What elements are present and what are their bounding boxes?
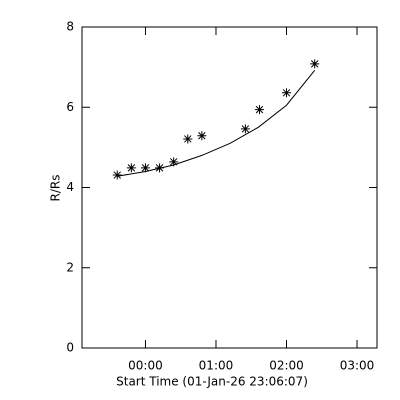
data-point (254, 105, 264, 115)
y-tick-label: 0 (66, 341, 74, 355)
y-tick-label: 6 (66, 100, 74, 114)
data-point (197, 131, 207, 141)
data-point (310, 59, 320, 69)
data-point (140, 163, 150, 173)
x-tick-label: 02:00 (269, 359, 304, 373)
data-point (126, 163, 136, 173)
y-tick-label: 2 (66, 260, 74, 274)
data-point (183, 134, 193, 144)
data-point (240, 124, 250, 134)
x-tick-label: 01:00 (199, 359, 234, 373)
data-point (282, 88, 292, 98)
data-point (169, 157, 179, 167)
x-axis-label: Start Time (01-Jan-26 23:06:07) (116, 375, 308, 389)
y-axis-label: R/Rs (49, 175, 63, 202)
y-tick-label: 4 (66, 180, 74, 194)
y-tick-label: 8 (66, 20, 74, 34)
data-point (112, 170, 122, 180)
x-tick-label: 03:00 (340, 359, 375, 373)
fit-line (117, 70, 316, 177)
x-tick-label: 00:00 (128, 359, 163, 373)
data-point (155, 163, 165, 173)
